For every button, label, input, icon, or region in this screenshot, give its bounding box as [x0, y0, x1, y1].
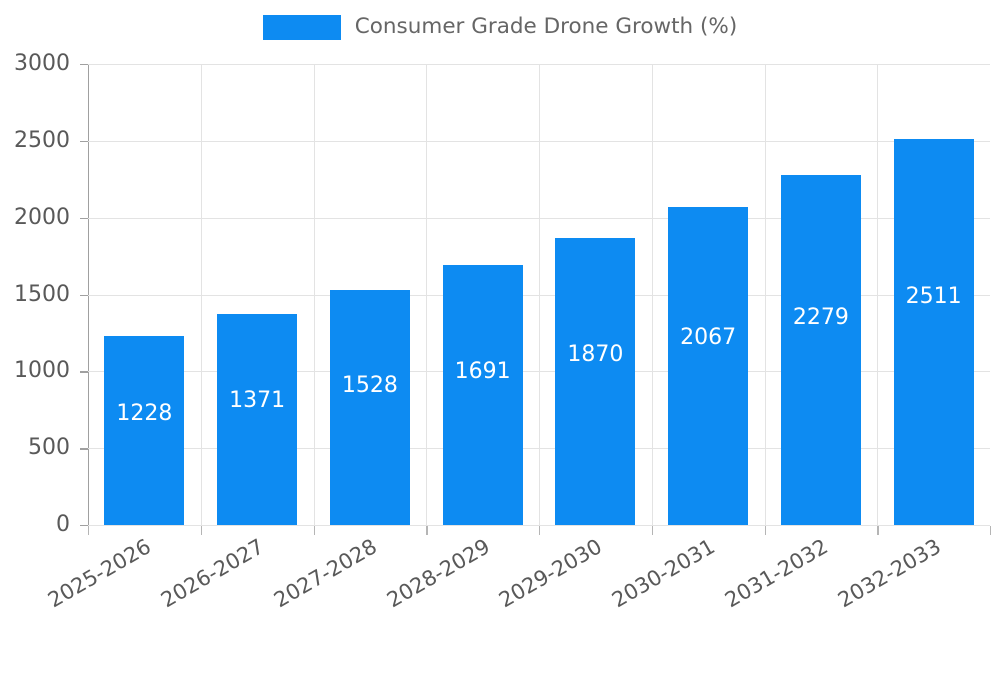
y-tick-label: 500: [28, 435, 70, 461]
bar[interactable]: [104, 336, 185, 525]
bar[interactable]: [893, 139, 974, 525]
bar[interactable]: [329, 290, 410, 525]
x-tick-mark: [764, 526, 766, 535]
bar-value-label: 2511: [905, 284, 962, 310]
y-tick-mark: [80, 448, 88, 450]
bar[interactable]: [555, 237, 636, 525]
gridline-vertical: [426, 64, 428, 525]
gridline-vertical: [651, 64, 653, 525]
x-tick-mark: [651, 526, 654, 535]
x-tick-mark: [539, 526, 541, 535]
y-tick-label: 1000: [14, 358, 70, 384]
bar[interactable]: [217, 314, 298, 525]
y-tick-mark: [80, 217, 88, 220]
y-tick-label: 2500: [14, 127, 70, 153]
bar[interactable]: [442, 265, 523, 525]
gridline-vertical: [877, 64, 879, 525]
y-tick-mark: [80, 140, 88, 143]
y-tick-label: 0: [56, 512, 70, 537]
y-tick-mark: [80, 525, 88, 527]
x-tick-mark: [877, 526, 879, 535]
y-tick-label: 3000: [14, 51, 70, 76]
bar[interactable]: [780, 174, 861, 525]
bar-value-label: 2279: [792, 305, 849, 331]
plot-area: 1228 1371 1528 1691 1870 2067 2279 2511: [88, 64, 990, 526]
bar-value-label: 1870: [567, 342, 624, 368]
bar-value-label: 1691: [454, 358, 511, 384]
bar-value-label: 1228: [116, 400, 173, 426]
bar-value-label: 1528: [341, 373, 398, 399]
bar-chart: Consumer Grade Drone Growth (%) 1228 1371…: [0, 10, 1000, 613]
gridline-vertical: [313, 64, 315, 525]
bar[interactable]: [668, 207, 749, 525]
x-tick-mark: [426, 526, 428, 535]
y-tick-mark: [80, 371, 88, 373]
y-tick-label: 2000: [14, 204, 70, 230]
x-tick-mark: [88, 526, 90, 535]
gridline-horizontal: [88, 525, 990, 526]
y-tick-mark: [80, 294, 88, 296]
chart-legend: Consumer Grade Drone Growth (%): [0, 10, 1000, 44]
x-tick-mark: [313, 526, 315, 535]
legend-label: Consumer Grade Drone Growth (%): [354, 14, 738, 40]
x-tick-mark: [990, 526, 992, 535]
gridline-vertical: [764, 64, 766, 525]
y-tick-label: 1500: [14, 281, 70, 307]
bar-value-label: 1371: [229, 387, 286, 413]
x-tick-mark: [200, 526, 203, 535]
legend-color-swatch: [262, 14, 341, 40]
gridline-vertical: [200, 64, 202, 525]
y-tick-mark: [80, 64, 88, 66]
bar-value-label: 2067: [680, 324, 737, 350]
gridline-vertical: [539, 64, 540, 525]
